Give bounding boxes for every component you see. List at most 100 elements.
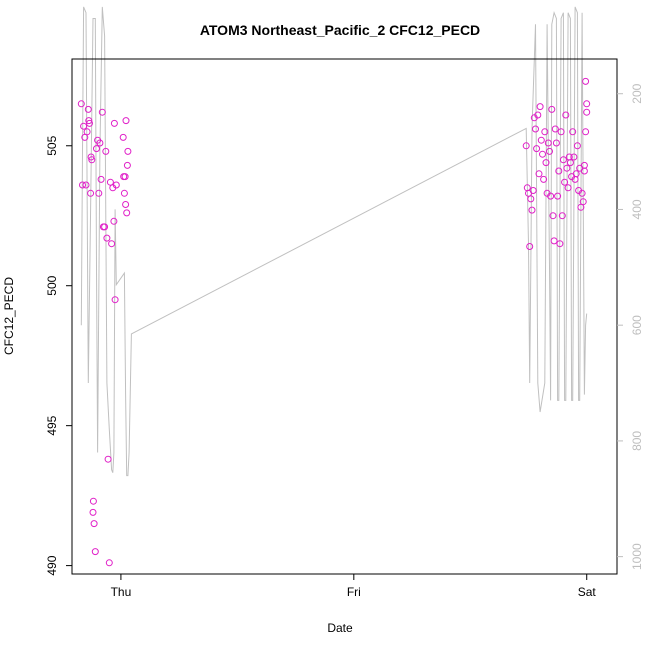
- series-line-0: [80, 6, 588, 477]
- data-point: [84, 105, 92, 113]
- data-point: [85, 117, 93, 125]
- data-point: [89, 497, 97, 505]
- data-point: [551, 125, 559, 133]
- data-point: [534, 111, 542, 119]
- data-point: [93, 145, 100, 153]
- y-tick-label: 495: [45, 415, 59, 435]
- x-tick-label: Fri: [347, 585, 361, 599]
- y2-tick-label: 400: [630, 199, 644, 219]
- data-point: [124, 147, 132, 155]
- data-point: [546, 147, 553, 155]
- data-point: [522, 142, 530, 150]
- data-point: [544, 139, 552, 147]
- data-point: [82, 181, 90, 189]
- data-point: [552, 139, 560, 147]
- data-point: [80, 122, 88, 130]
- data-point: [573, 142, 581, 150]
- y2-tick-label: 200: [630, 83, 644, 103]
- data-point: [578, 189, 586, 197]
- data-point: [550, 237, 558, 245]
- y2-tick-label: 800: [630, 431, 644, 451]
- data-point: [556, 240, 564, 248]
- data-point: [103, 234, 111, 242]
- data-point: [98, 108, 106, 116]
- line-layer: [80, 6, 588, 477]
- data-point: [583, 100, 591, 108]
- y-axis-label: CFC12_PECD: [2, 277, 16, 355]
- data-point: [529, 187, 537, 194]
- data-point: [547, 192, 555, 200]
- data-point: [83, 128, 91, 136]
- data-point: [542, 159, 550, 167]
- data-point: [536, 103, 544, 111]
- data-point: [112, 181, 120, 189]
- data-point: [541, 128, 549, 136]
- chart-title: ATOM3 Northeast_Pacific_2 CFC12_PECD: [200, 22, 480, 38]
- data-point: [570, 153, 578, 161]
- data-point: [537, 136, 545, 144]
- data-point: [557, 128, 565, 136]
- data-point: [96, 139, 104, 147]
- data-point: [119, 133, 127, 141]
- data-point: [123, 209, 131, 217]
- data-point: [122, 117, 130, 125]
- data-point: [526, 243, 534, 250]
- data-point: [122, 201, 130, 208]
- x-tick-label: Thu: [111, 585, 132, 599]
- data-point: [554, 192, 562, 200]
- y-tick-label: 500: [45, 275, 59, 295]
- data-point: [569, 128, 577, 136]
- data-point: [105, 559, 113, 567]
- x-axis: Thu Fri Sat: [111, 574, 597, 599]
- data-point: [563, 164, 571, 172]
- data-point: [97, 175, 105, 183]
- data-point: [564, 184, 572, 192]
- data-point: [548, 105, 556, 113]
- data-point: [583, 108, 591, 116]
- data-point: [561, 178, 569, 186]
- data-point: [582, 128, 590, 136]
- data-point: [566, 159, 574, 167]
- data-point: [77, 100, 85, 108]
- data-point: [121, 173, 129, 181]
- data-point: [533, 145, 541, 153]
- data-point: [101, 223, 109, 231]
- data-point: [104, 455, 112, 463]
- y2-tick-label: 1000: [630, 543, 644, 570]
- data-point: [108, 240, 116, 248]
- data-point: [539, 150, 546, 158]
- data-point: [580, 161, 588, 169]
- data-point: [110, 217, 118, 225]
- data-point: [540, 175, 548, 183]
- data-point: [88, 156, 96, 164]
- data-point: [91, 548, 99, 556]
- y-tick-label: 505: [45, 135, 59, 155]
- data-point: [123, 161, 131, 169]
- plot-frame: [71, 58, 618, 575]
- data-point: [120, 189, 128, 197]
- data-point: [562, 111, 570, 119]
- x-tick-label: Sat: [578, 585, 597, 599]
- data-point: [79, 181, 86, 189]
- data-point: [535, 170, 543, 178]
- data-point: [528, 206, 536, 214]
- data-point: [527, 195, 535, 203]
- point-layer: [77, 77, 591, 567]
- data-point: [89, 508, 97, 516]
- data-point: [102, 147, 110, 155]
- data-point: [532, 125, 539, 133]
- data-point: [558, 212, 566, 220]
- data-point: [110, 119, 118, 127]
- y2-axis: 200 400 600 800 1000: [617, 83, 644, 570]
- data-point: [559, 156, 567, 164]
- data-point: [572, 170, 580, 178]
- data-point: [95, 189, 103, 197]
- y2-tick-label: 600: [630, 315, 644, 335]
- data-point: [90, 520, 98, 528]
- data-point: [87, 153, 95, 161]
- x-axis-label: Date: [327, 621, 353, 635]
- data-point: [87, 189, 95, 197]
- data-point: [111, 296, 119, 304]
- data-point: [582, 77, 590, 85]
